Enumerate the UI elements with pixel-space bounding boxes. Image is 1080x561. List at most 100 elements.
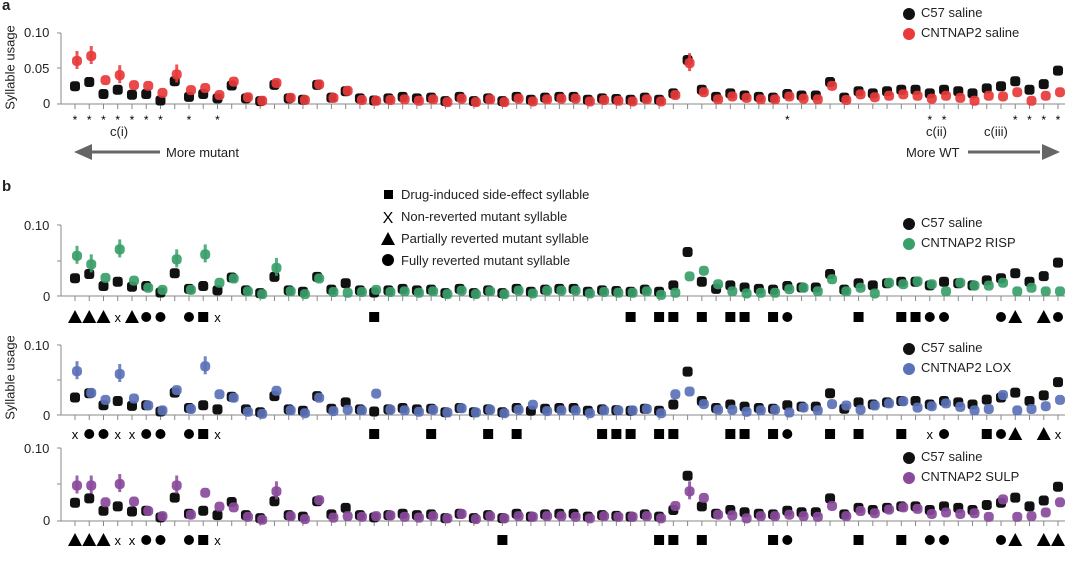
cntnap2-point: [128, 80, 139, 91]
cntnap2-point: [328, 92, 339, 103]
c57-point: [126, 89, 137, 100]
callout-c-iii: c(iii): [984, 124, 1008, 139]
cntnap2-point: [755, 405, 766, 416]
cntnap2-point: [413, 95, 424, 106]
ytick-sulp-0: 0: [43, 513, 51, 528]
marker-circle-icon: [155, 535, 166, 545]
marker-triangle-icon: [96, 310, 111, 323]
cntnap2-point: [755, 94, 766, 105]
cntnap2-point: [214, 90, 225, 101]
marker-circle-icon: [1053, 312, 1063, 322]
marker-circle-icon: [996, 429, 1007, 439]
marker-circle-icon: [84, 429, 95, 439]
cntnap2-point: [399, 511, 410, 522]
cntnap2-point: [314, 392, 325, 403]
cntnap2-point: [755, 287, 766, 298]
cntnap2-point: [214, 277, 225, 288]
cntnap2-point: [741, 406, 752, 417]
c57-point: [1010, 492, 1021, 503]
cntnap2-point: [556, 285, 567, 296]
cntnap2-point: [613, 95, 624, 106]
c57-point: [1038, 271, 1049, 282]
cntnap2-point: [1040, 507, 1051, 518]
marker-triangle-icon: [1008, 533, 1023, 546]
marker-square-icon: [426, 429, 437, 439]
c57-point: [996, 81, 1007, 92]
cntnap2-point: [599, 95, 610, 106]
ytick-a-010: 0.10: [24, 25, 50, 40]
legend-triangle-label: Partially reverted mutant syllable: [401, 231, 589, 246]
cntnap2-point: [941, 398, 952, 409]
marker-x-icon: x: [214, 310, 221, 325]
c57-point: [682, 470, 693, 481]
c57-point: [682, 366, 693, 377]
c57-point: [98, 89, 109, 100]
cntnap2-point: [72, 366, 82, 377]
c57-point: [696, 501, 707, 512]
asterisk-icon: *: [1056, 113, 1061, 127]
cntnap2-point: [285, 405, 296, 416]
cntnap2-point: [185, 284, 196, 295]
cntnap2-point: [72, 250, 82, 261]
cntnap2-point: [770, 94, 781, 105]
asterisk-icon: *: [1041, 113, 1046, 127]
cntnap2-point: [798, 511, 809, 522]
cntnap2-point: [983, 511, 994, 522]
cntnap2-point: [413, 287, 424, 298]
cntnap2-point: [698, 399, 709, 410]
cntnap2-point: [784, 284, 795, 295]
cntnap2-point: [271, 486, 282, 497]
c57-point: [1038, 390, 1049, 401]
cntnap2-point: [114, 70, 125, 81]
cntnap2-point: [385, 95, 396, 106]
marker-square-icon: [611, 429, 622, 439]
c57-point: [169, 492, 180, 503]
cntnap2-point: [470, 514, 481, 525]
legend-dot-cntnap2: [903, 472, 915, 484]
cntnap2-point: [912, 90, 923, 101]
cntnap2-point: [542, 94, 553, 105]
c57-point: [981, 499, 992, 510]
cntnap2-point: [428, 404, 439, 415]
cntnap2-point: [271, 385, 282, 396]
marker-x-icon: x: [114, 310, 121, 325]
c57-point: [70, 497, 80, 508]
cntnap2-point: [841, 95, 852, 106]
cntnap2-point: [912, 276, 923, 287]
cntnap2-point: [827, 500, 838, 511]
ytick-risp-0: 0: [43, 289, 51, 304]
cntnap2-point: [827, 80, 838, 91]
cntnap2-point: [143, 282, 154, 293]
marker-circle-icon: [183, 535, 194, 545]
cntnap2-point: [143, 80, 154, 91]
cntnap2-point: [157, 284, 168, 295]
cntnap2-point: [371, 388, 382, 399]
marker-circle-icon: [924, 535, 935, 545]
marker-circle-icon: [98, 429, 109, 439]
cntnap2-point: [898, 89, 909, 100]
cntnap2-point: [157, 87, 168, 98]
cntnap2-point: [143, 506, 154, 517]
c57-point: [939, 276, 950, 287]
cntnap2-point: [684, 271, 695, 282]
cntnap2-point: [770, 287, 781, 298]
c57-point: [212, 285, 223, 296]
cntnap2-point: [114, 369, 125, 379]
cntnap2-point: [1040, 401, 1051, 412]
cntnap2-point: [898, 502, 909, 513]
c57-point: [340, 502, 351, 513]
marker-square-icon: [981, 429, 992, 439]
cntnap2-point: [171, 480, 182, 491]
cntnap2-point: [670, 287, 681, 298]
cntnap2-point: [884, 398, 895, 409]
c57-point: [1053, 65, 1063, 76]
marker-x-icon: x: [114, 533, 121, 548]
cntnap2-point: [242, 406, 253, 417]
cntnap2-point: [456, 403, 467, 414]
cntnap2-point: [627, 405, 638, 416]
cntnap2-point: [1012, 87, 1023, 98]
marker-square-icon: [896, 429, 907, 439]
cntnap2-point: [542, 285, 553, 296]
c57-point: [1024, 84, 1035, 95]
c57-point: [825, 493, 836, 504]
